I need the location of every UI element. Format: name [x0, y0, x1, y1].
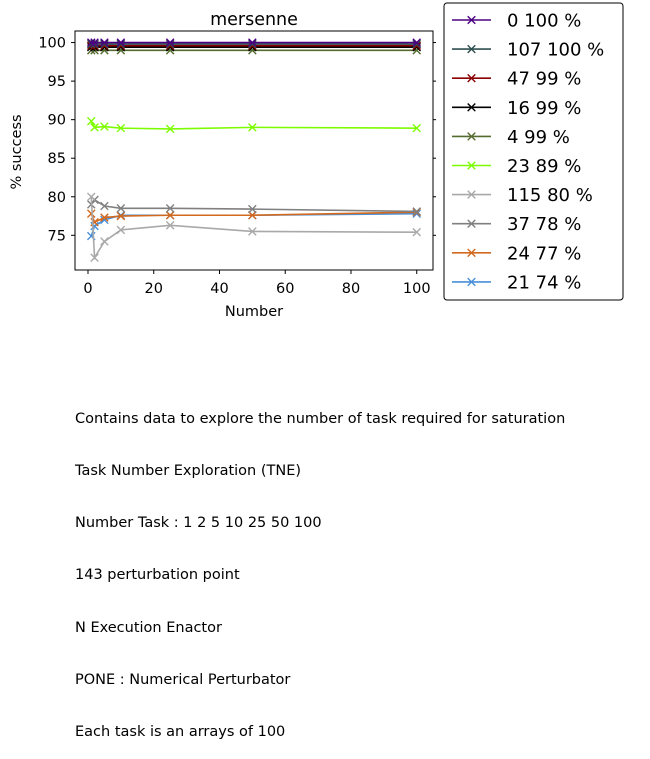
line-chart: mersenne Number % success 0 20 40 60 80 100 75…	[9, 2, 624, 320]
series-path	[90, 198, 417, 213]
data-point	[412, 207, 422, 216]
series-line	[86, 38, 422, 47]
data-point	[412, 227, 422, 237]
data-point	[248, 204, 257, 214]
legend-marker	[467, 161, 476, 170]
x-tick-label: 40	[210, 281, 228, 297]
y-tick-label: 100	[38, 36, 66, 52]
legend-marker	[467, 248, 476, 258]
legend-label: 0 100 %	[507, 11, 581, 32]
x-tick-label: 100	[403, 281, 431, 297]
data-point	[100, 39, 109, 49]
x-tick-label: 20	[145, 281, 163, 297]
x-tick-label: 80	[342, 281, 360, 297]
data-point	[248, 210, 257, 220]
series-path	[90, 196, 417, 261]
caption-line: Each task is an arrays of 100	[75, 724, 286, 741]
data-point	[100, 213, 109, 222]
legend-label: 16 99 %	[507, 98, 581, 119]
legend-label: 107 100 %	[507, 40, 604, 61]
legend-marker	[467, 73, 476, 83]
y-tick-label: 80	[48, 190, 66, 206]
caption-line: 143 perturbation point	[75, 567, 240, 584]
data-point	[116, 225, 126, 235]
legend-label: 47 99 %	[507, 69, 581, 90]
legend-marker	[467, 15, 476, 25]
data-point	[116, 123, 126, 133]
data-point	[165, 39, 175, 49]
data-point	[86, 192, 96, 202]
data-point	[412, 123, 422, 133]
legend-label: 23 89 %	[507, 156, 581, 177]
legend-label: 24 77 %	[507, 243, 581, 264]
data-point	[116, 204, 126, 213]
legend-marker	[467, 190, 476, 199]
y-tick-label: 85	[48, 151, 66, 167]
data-point	[116, 39, 126, 49]
data-point	[86, 38, 96, 47]
y-tick-label: 95	[48, 74, 66, 90]
data-point	[248, 123, 257, 132]
data-point	[90, 221, 99, 231]
legend-marker	[467, 219, 476, 228]
legend-marker	[467, 277, 476, 287]
data-point	[100, 38, 109, 47]
series-line	[86, 192, 422, 262]
data-point	[248, 38, 257, 47]
legend-marker	[467, 132, 476, 141]
description-text: Contains data to explore the number of t…	[75, 376, 565, 759]
x-tick-label: 60	[276, 281, 294, 297]
y-axis-label: % success	[9, 114, 25, 189]
caption-line: Task Number Exploration (TNE)	[75, 463, 302, 480]
data-point	[165, 210, 175, 220]
data-point	[412, 38, 422, 47]
data-point	[116, 38, 126, 47]
data-point	[165, 204, 175, 213]
x-axis-label: Number	[225, 304, 283, 320]
data-point	[90, 38, 99, 47]
data-point	[86, 116, 96, 126]
x-tick-label: 0	[83, 281, 92, 297]
data-point	[248, 227, 257, 236]
data-point	[100, 122, 109, 131]
data-point	[165, 38, 175, 47]
series-line	[86, 116, 422, 134]
caption-line: Contains data to explore the number of t…	[75, 410, 566, 427]
plot-area-frame	[74, 30, 434, 271]
caption-line: N Execution Enactor	[75, 619, 222, 636]
legend-label: 37 78 %	[507, 214, 581, 235]
chart-title: mersenne	[210, 10, 298, 30]
data-point	[165, 220, 175, 230]
legend-marker	[467, 103, 476, 112]
y-tick-label: 90	[48, 113, 66, 129]
data-point	[86, 209, 96, 219]
data-point	[100, 237, 109, 246]
data-point	[100, 201, 109, 211]
legend-label: 21 74 %	[507, 272, 581, 293]
legend-box	[443, 2, 624, 301]
data-point	[165, 124, 175, 134]
data-point	[90, 123, 99, 132]
y-tick-label: 75	[48, 228, 66, 244]
data-point	[90, 253, 99, 262]
legend-marker	[467, 44, 476, 54]
data-point	[116, 211, 126, 221]
legend-label: 115 80 %	[507, 185, 593, 206]
data-point	[248, 39, 257, 49]
legend-label: 4 99 %	[507, 127, 570, 148]
data-point	[412, 39, 422, 49]
caption-line: PONE : Numerical Perturbator	[75, 671, 291, 688]
